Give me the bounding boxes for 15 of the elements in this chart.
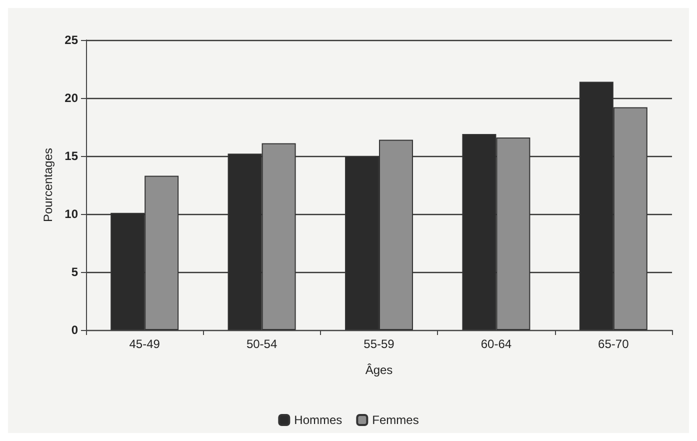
- x-tick-label: 55-59: [364, 337, 395, 351]
- y-tick-label: 0: [71, 323, 78, 337]
- x-axis-title: Âges: [365, 363, 393, 377]
- y-tick-label: 20: [64, 91, 78, 105]
- y-tick-label: 10: [64, 207, 78, 221]
- x-tick-label: 45-49: [129, 337, 160, 351]
- y-tick-label: 25: [64, 33, 78, 47]
- legend-label: Hommes: [294, 413, 342, 427]
- legend-label: Femmes: [372, 413, 419, 427]
- y-tick-label: 5: [71, 265, 78, 279]
- x-tick-label: 65-70: [598, 337, 630, 351]
- y-axis-title: Pourcentages: [40, 148, 55, 222]
- x-tick-label: 60-64: [480, 337, 512, 351]
- y-tick-label: 15: [64, 149, 78, 163]
- x-tick-label: 50-54: [246, 337, 278, 351]
